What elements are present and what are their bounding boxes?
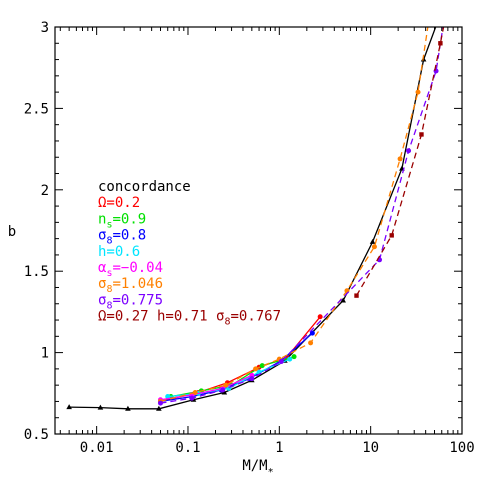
data-point [438, 41, 443, 46]
data-point [445, 9, 449, 13]
legend-entry: concordance [98, 179, 191, 195]
data-point [406, 148, 412, 154]
data-point [249, 376, 255, 382]
x-tick-label: 1 [275, 440, 283, 456]
x-tick-label: 0.1 [175, 440, 200, 456]
x-tick-label: 0.01 [80, 440, 114, 456]
legend-entry: ns=0.9 [98, 211, 146, 230]
series-line [160, 374, 253, 401]
legend-entry: αs=−0.04 [98, 260, 163, 279]
data-point [66, 404, 72, 410]
data-point [371, 244, 377, 250]
y-tick-label: 1.5 [24, 264, 49, 280]
data-point [397, 156, 403, 162]
data-point [369, 238, 376, 244]
data-point [428, 8, 433, 13]
data-point [419, 132, 424, 137]
series-line [160, 332, 313, 403]
series-3 [157, 330, 315, 404]
data-point [278, 359, 284, 365]
series-line [160, 27, 444, 404]
data-point [192, 389, 198, 395]
data-point [156, 405, 162, 411]
y-tick-label: 0.5 [24, 427, 49, 443]
series-1 [157, 314, 323, 404]
y-tick-label: 2.5 [24, 101, 49, 117]
legend-entry: σ8=0.8 [98, 228, 146, 247]
data-point [221, 389, 228, 395]
x-axis-title: M/M* [242, 458, 273, 478]
svg-text:M/M*: M/M* [242, 458, 273, 478]
data-point [415, 89, 421, 95]
series-layer [66, 8, 449, 411]
y-tick-label: 2 [41, 183, 49, 199]
plot-frame [54, 26, 463, 435]
data-point [97, 404, 104, 410]
legend-entry: h=0.6 [98, 244, 140, 260]
data-point [291, 354, 297, 360]
data-point [157, 400, 163, 406]
legend-entry: σ8=1.046 [98, 276, 163, 295]
data-point [223, 382, 229, 388]
legend: concordanceΩ=0.2ns=0.9σ8=0.8h=0.6αs=−0.0… [98, 179, 281, 328]
data-point [354, 293, 359, 298]
data-point [165, 394, 171, 400]
y-tick-label: 1 [41, 346, 49, 362]
data-point [389, 233, 394, 238]
data-point [433, 68, 439, 74]
series-2 [168, 354, 297, 400]
x-tick-label: 100 [449, 440, 474, 456]
series-7 [157, 8, 448, 406]
data-point [253, 366, 259, 372]
legend-entry: Ω=0.2 [98, 195, 140, 211]
data-point [443, 8, 448, 13]
x-tick-label: 10 [362, 440, 379, 456]
data-point [308, 340, 314, 346]
legend-entry: σ8=0.775 [98, 292, 163, 311]
data-point [259, 363, 265, 369]
y-axis-title: b [8, 224, 16, 240]
data-point [125, 405, 131, 411]
series-6 [157, 8, 433, 404]
data-point [189, 395, 195, 401]
legend-entry: Ω=0.27 h=0.71 σ8=0.767 [98, 309, 281, 328]
series-line [170, 356, 295, 398]
data-point [317, 314, 323, 320]
series-line [160, 27, 429, 403]
data-point [340, 297, 346, 303]
data-point [287, 356, 293, 362]
data-point [439, 8, 445, 13]
series-line [160, 316, 321, 403]
data-point [309, 330, 315, 336]
y-tick-label: 3 [41, 20, 49, 36]
tick-layer: 0.01 0.1 1 10 100 0.5 1 1.5 2 2.5 3 [24, 20, 475, 456]
data-point [220, 387, 226, 393]
series-8 [354, 9, 449, 298]
